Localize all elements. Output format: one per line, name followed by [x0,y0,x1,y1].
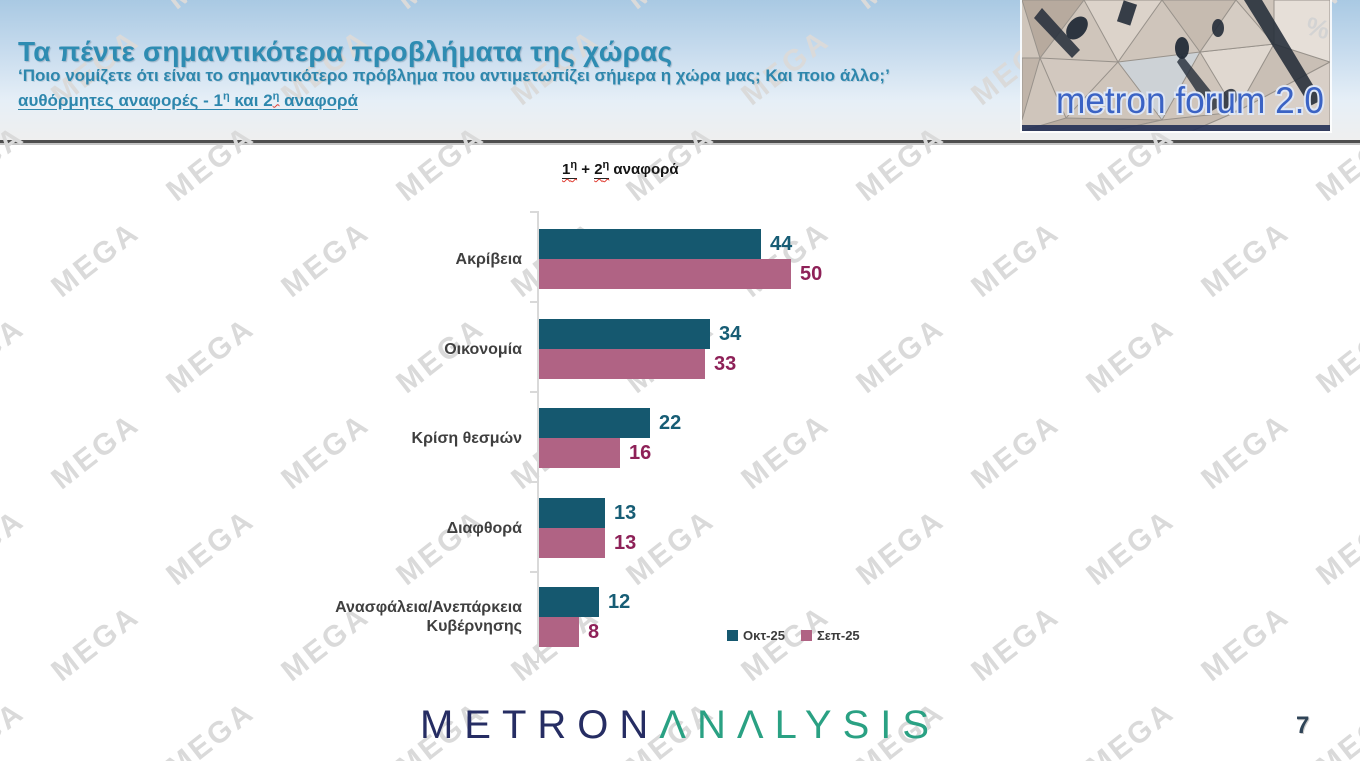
legend-item: Οκτ-25 [727,628,785,643]
value-label: 22 [659,412,682,434]
bar-chart: Ακρίβεια 44 50 Οικονομία 34 33 Κρίση θεσμών 22 1… [0,211,1360,666]
chart-row: Οικονομία 34 33 [0,319,1360,379]
brand-analysis: ΛNΛLYSIS [659,703,941,747]
bar-Οκτ-25 [539,498,605,528]
slide-subtitle: ‘Ποιο νομίζετε ότι είναι το σημαντικότερ… [18,66,890,85]
axis-tick [530,571,537,573]
value-label: 12 [608,591,631,613]
bar-Σεπ-25 [539,617,579,647]
slide-subtitle-2: αυθόρμητες αναφορές - 1η και 2η αναφορά [18,91,358,111]
category-label: Οικονομία [444,340,522,358]
metron-forum-logo-image: % metron forum 2.0 [1021,0,1333,132]
bar-Σεπ-25 [539,349,705,379]
metron-forum-text: metron forum 2.0 [1056,80,1324,121]
category-label: Ακρίβεια [455,250,522,268]
chart-row: Διαφθορά 13 13 [0,498,1360,558]
bar-Οκτ-25 [539,319,710,349]
chart-row: Κρίση θεσμών 22 16 [0,408,1360,468]
value-label: 13 [614,502,637,524]
bar-Οκτ-25 [539,408,650,438]
brand-metron: METRON [419,703,660,747]
reference-2: 2η [594,159,610,179]
y-axis-line [537,211,539,663]
bar-Σεπ-25 [539,259,791,289]
legend-label: Οκτ-25 [743,628,785,643]
reference-1: 1η [562,159,578,179]
bar-Οκτ-25 [539,587,599,617]
chart-title-text: αναφορά [609,161,679,178]
value-label: 16 [629,442,652,464]
category-label: Κρίση θεσμών [411,429,522,447]
axis-tick [530,661,537,663]
value-label: 13 [614,532,637,554]
chart-title: 1η + 2η αναφορά [562,159,679,179]
legend-swatch [727,630,738,641]
superscript: η [272,90,280,103]
value-label: 8 [588,621,600,643]
subtitle2-text: αναφορά [279,91,358,110]
superscript: η [222,90,230,103]
page-number: 7 [1296,712,1310,739]
legend-label: Σεπ-25 [816,628,860,643]
axis-tick [530,391,537,393]
subtitle2-text: αυθόρμητες αναφορές - 1 [18,91,223,110]
metron-analysis-logo: METRONΛNΛLYSIS [0,703,1360,748]
legend-swatch [800,630,812,641]
subtitle2-text: και 2 [229,91,273,110]
value-label: 34 [719,323,742,345]
bar-Σεπ-25 [539,528,605,558]
value-label: 44 [770,233,793,255]
category-label: Διαφθορά [446,519,522,537]
bar-Οκτ-25 [539,229,761,259]
slide-title: Τα πέντε σημαντικότερα προβλήματα της χώ… [18,36,673,67]
category-label: Ανασφάλεια/Ανεπάρκεια Κυβέρνησης [335,599,522,635]
chart-legend: Οκτ-25 Σεπ-25 [727,628,860,643]
axis-tick [530,211,537,213]
value-label: 33 [714,353,737,375]
legend-item: Σεπ-25 [800,628,860,643]
axis-tick [530,301,537,303]
axis-tick [530,481,537,483]
chart-row: Ακρίβεια 44 50 [0,229,1360,289]
value-label: 50 [800,263,823,285]
chart-title-text: + [577,161,595,178]
bar-Σεπ-25 [539,438,620,468]
metron-forum-logo: % metron forum 2.0 [1021,0,1333,132]
chart-row: Ανασφάλεια/Ανεπάρκεια Κυβέρνησης 12 8 [0,587,1360,647]
